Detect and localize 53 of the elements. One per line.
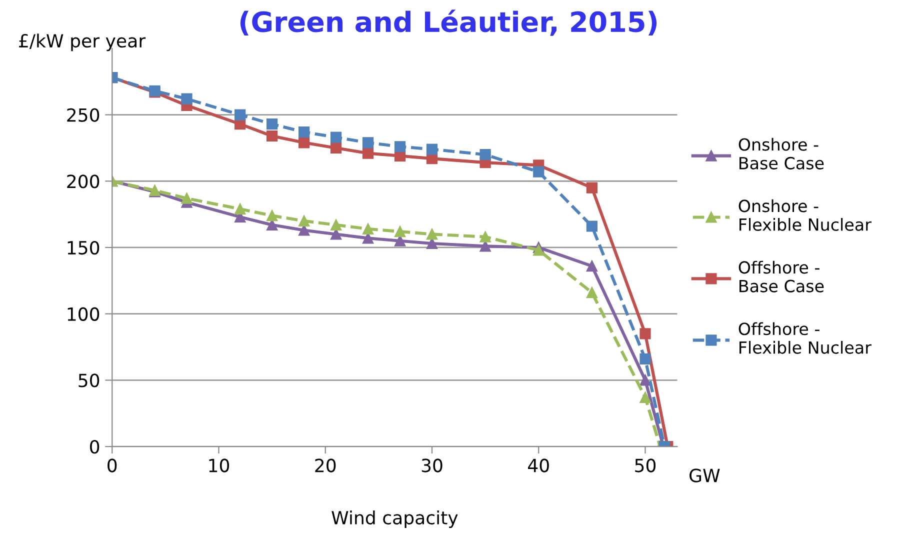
y-tick-label: 100 [68, 307, 100, 321]
chart-title: (Green and Léautier, 2015) [240, 10, 657, 36]
point [266, 210, 278, 222]
point [480, 231, 491, 242]
point [640, 392, 651, 403]
x-tick-label: 10 [209, 458, 230, 472]
point [234, 109, 246, 120]
point [181, 93, 192, 104]
point [394, 226, 406, 238]
y-tick-label: 0 [90, 440, 100, 454]
x-tick-label: 20 [315, 458, 336, 472]
point [330, 132, 342, 143]
x-axis-title: Wind capacity [332, 510, 458, 528]
legend-label: Offshore - Flexible Nuclear [738, 322, 872, 354]
legend-label: Offshore - Base Case [738, 260, 824, 292]
point [266, 130, 278, 142]
point [533, 166, 544, 178]
point [586, 220, 598, 232]
point [480, 149, 491, 160]
point [330, 219, 342, 230]
y-tick-label: 50 [78, 374, 100, 388]
point [640, 328, 651, 340]
point [234, 203, 246, 215]
point [394, 141, 406, 152]
y-axis-title: £/kW per year [19, 34, 146, 52]
point [298, 126, 310, 138]
y-tick-label: 150 [68, 240, 100, 255]
x-tick-label: 40 [528, 458, 549, 472]
point [181, 192, 192, 204]
y-tick-label: 200 [67, 174, 100, 188]
point [640, 374, 651, 386]
point [298, 137, 310, 148]
legend-label: Onshore - Flexible Nuclear [738, 199, 872, 231]
point [480, 240, 491, 252]
point [533, 244, 544, 256]
legend-label: Onshore - Base Case [738, 138, 824, 170]
point [362, 223, 374, 234]
point [586, 260, 598, 272]
text: GW [690, 468, 720, 482]
point [640, 353, 651, 365]
x-tick-label: 30 [422, 458, 442, 472]
point [362, 137, 374, 148]
x-tick-label: 0 [108, 458, 117, 472]
point [266, 118, 278, 130]
point [298, 215, 310, 226]
point [426, 228, 438, 240]
x-tick-label: 50 [635, 458, 656, 472]
point [586, 287, 598, 298]
point [586, 182, 598, 194]
point [330, 142, 342, 154]
point [362, 148, 374, 159]
y-tick-label: 250 [67, 108, 100, 122]
point [426, 144, 438, 155]
